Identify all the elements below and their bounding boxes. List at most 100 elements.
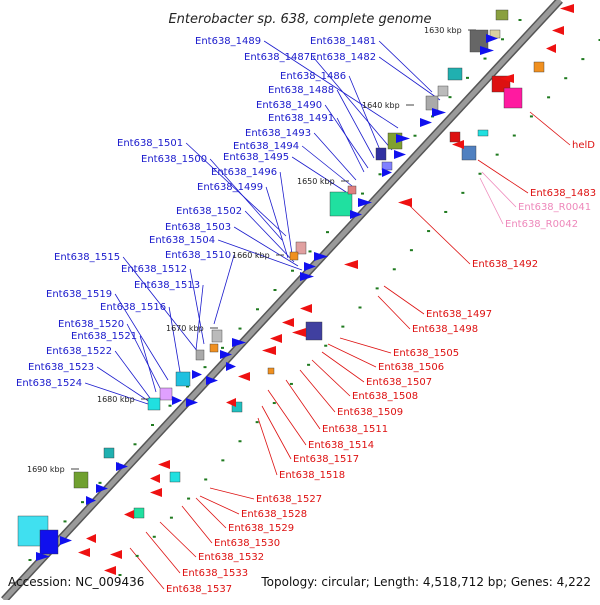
forward-leader-line xyxy=(196,285,203,350)
track-tick xyxy=(169,405,172,407)
gene-arrow xyxy=(396,134,410,143)
gene-arrow xyxy=(432,108,446,117)
forward-gene-label: Ent638_1487 xyxy=(244,52,310,63)
forward-gene-label: Ent638_1486 xyxy=(280,71,346,82)
track-tick xyxy=(170,517,173,519)
forward-gene-label: Ent638_1513 xyxy=(134,280,200,291)
forward-gene-block xyxy=(196,350,204,360)
reverse-leader-line xyxy=(160,522,196,557)
gene-arrow xyxy=(238,372,250,381)
gene-arrow xyxy=(104,566,116,575)
forward-gene-label: Ent638_1512 xyxy=(121,264,187,275)
track-tick xyxy=(564,77,567,79)
reverse-leader-line xyxy=(384,286,424,314)
track-tick xyxy=(449,96,452,98)
forward-gene-block xyxy=(290,252,298,260)
gene-arrow xyxy=(78,548,90,557)
forward-gene-block xyxy=(176,372,190,386)
track-tick xyxy=(64,520,67,522)
track-tick xyxy=(99,482,102,484)
reverse-gene-label: Ent638_1492 xyxy=(472,259,538,270)
forward-gene-block xyxy=(348,186,356,194)
forward-gene-label: Ent638_1481 xyxy=(310,36,376,47)
reverse-gene-label: Ent638_1537 xyxy=(166,584,232,595)
reverse-leader-line xyxy=(182,506,212,543)
track-tick xyxy=(379,173,382,175)
reverse-gene-block xyxy=(462,146,476,160)
reverse-gene-label: Ent638_1505 xyxy=(393,348,459,359)
gene-arrow xyxy=(398,198,412,207)
track-tick xyxy=(530,115,533,117)
gene-arrow xyxy=(420,118,432,127)
reverse-gene-block xyxy=(306,322,322,340)
track-tick xyxy=(204,478,207,480)
forward-gene-block xyxy=(438,86,448,96)
reverse-leader-line xyxy=(478,160,528,193)
gene-arrow xyxy=(86,534,96,543)
forward-gene-block xyxy=(496,10,508,20)
gene-arrow xyxy=(552,26,564,35)
track-tick xyxy=(444,211,447,213)
forward-gene-label: Ent638_1482 xyxy=(310,52,376,63)
forward-gene-block xyxy=(210,344,218,352)
track-tick xyxy=(307,364,310,366)
track-tick xyxy=(136,555,139,557)
reverse-leader-line xyxy=(312,360,350,396)
forward-gene-label: Ent638_1504 xyxy=(149,235,215,246)
forward-gene-block xyxy=(160,388,172,400)
reverse-gene-block xyxy=(504,88,522,108)
reverse-gene-label: Ent638_1528 xyxy=(241,509,307,520)
reverse-gene-block xyxy=(450,132,460,142)
forward-gene-label: Ent638_1488 xyxy=(268,85,334,96)
gene-arrow xyxy=(110,550,122,559)
track-tick xyxy=(484,58,487,60)
scale-mark-label: 1680 kbp xyxy=(97,395,135,404)
track-tick xyxy=(513,135,516,137)
track-tick xyxy=(204,366,207,368)
track-tick xyxy=(81,501,84,503)
track-tick xyxy=(309,250,312,252)
track-tick xyxy=(341,326,344,328)
track-tick xyxy=(581,58,584,60)
forward-gene-label: Ent638_1502 xyxy=(176,206,242,217)
forward-gene-label: Ent638_1500 xyxy=(141,154,207,165)
reverse-gene-label: Ent638_1518 xyxy=(279,470,345,481)
track-tick xyxy=(187,498,190,500)
reverse-gene-label: Ent638_1533 xyxy=(182,568,248,579)
forward-gene-label: Ent638_1515 xyxy=(54,252,120,263)
reverse-gene-label: Ent638_1532 xyxy=(198,552,264,563)
forward-gene-label: Ent638_1523 xyxy=(28,362,94,373)
reverse-gene-label: Ent638_1498 xyxy=(412,324,478,335)
reverse-gene-label: Ent638_1506 xyxy=(378,362,444,373)
track-tick xyxy=(479,173,482,175)
reverse-gene-label: Ent638_1497 xyxy=(426,309,492,320)
forward-gene-label: Ent638_1493 xyxy=(245,128,311,139)
forward-gene-label: Ent638_1516 xyxy=(100,302,166,313)
track-tick xyxy=(410,249,413,251)
rna-leader-line xyxy=(482,172,516,207)
reverse-leader-line xyxy=(268,390,306,445)
reverse-leader-line xyxy=(210,488,254,499)
gene-arrow xyxy=(226,398,236,407)
forward-gene-label: Ent638_1499 xyxy=(197,182,263,193)
reverse-leader-line xyxy=(340,338,391,353)
forward-leader-line xyxy=(379,57,440,100)
forward-leader-line xyxy=(169,307,180,372)
track-tick xyxy=(221,459,224,461)
track-tick xyxy=(393,268,396,270)
forward-gene-label: Ent638_1519 xyxy=(46,289,112,300)
forward-gene-block xyxy=(448,68,462,80)
scale-mark-label: 1660 kbp xyxy=(232,251,270,260)
forward-gene-label: Ent638_1524 xyxy=(16,378,82,389)
forward-gene-block xyxy=(148,398,160,410)
track-tick xyxy=(151,424,154,426)
gene-arrow xyxy=(394,150,406,159)
forward-gene-label: Ent638_1496 xyxy=(211,167,277,178)
forward-gene-label: Ent638_1491 xyxy=(268,113,334,124)
gene-arrow xyxy=(192,370,202,379)
reverse-leader-line xyxy=(530,112,570,145)
forward-gene-block xyxy=(40,530,58,554)
reverse-gene-label: Ent638_1511 xyxy=(322,424,388,435)
forward-leader-line xyxy=(140,336,156,392)
